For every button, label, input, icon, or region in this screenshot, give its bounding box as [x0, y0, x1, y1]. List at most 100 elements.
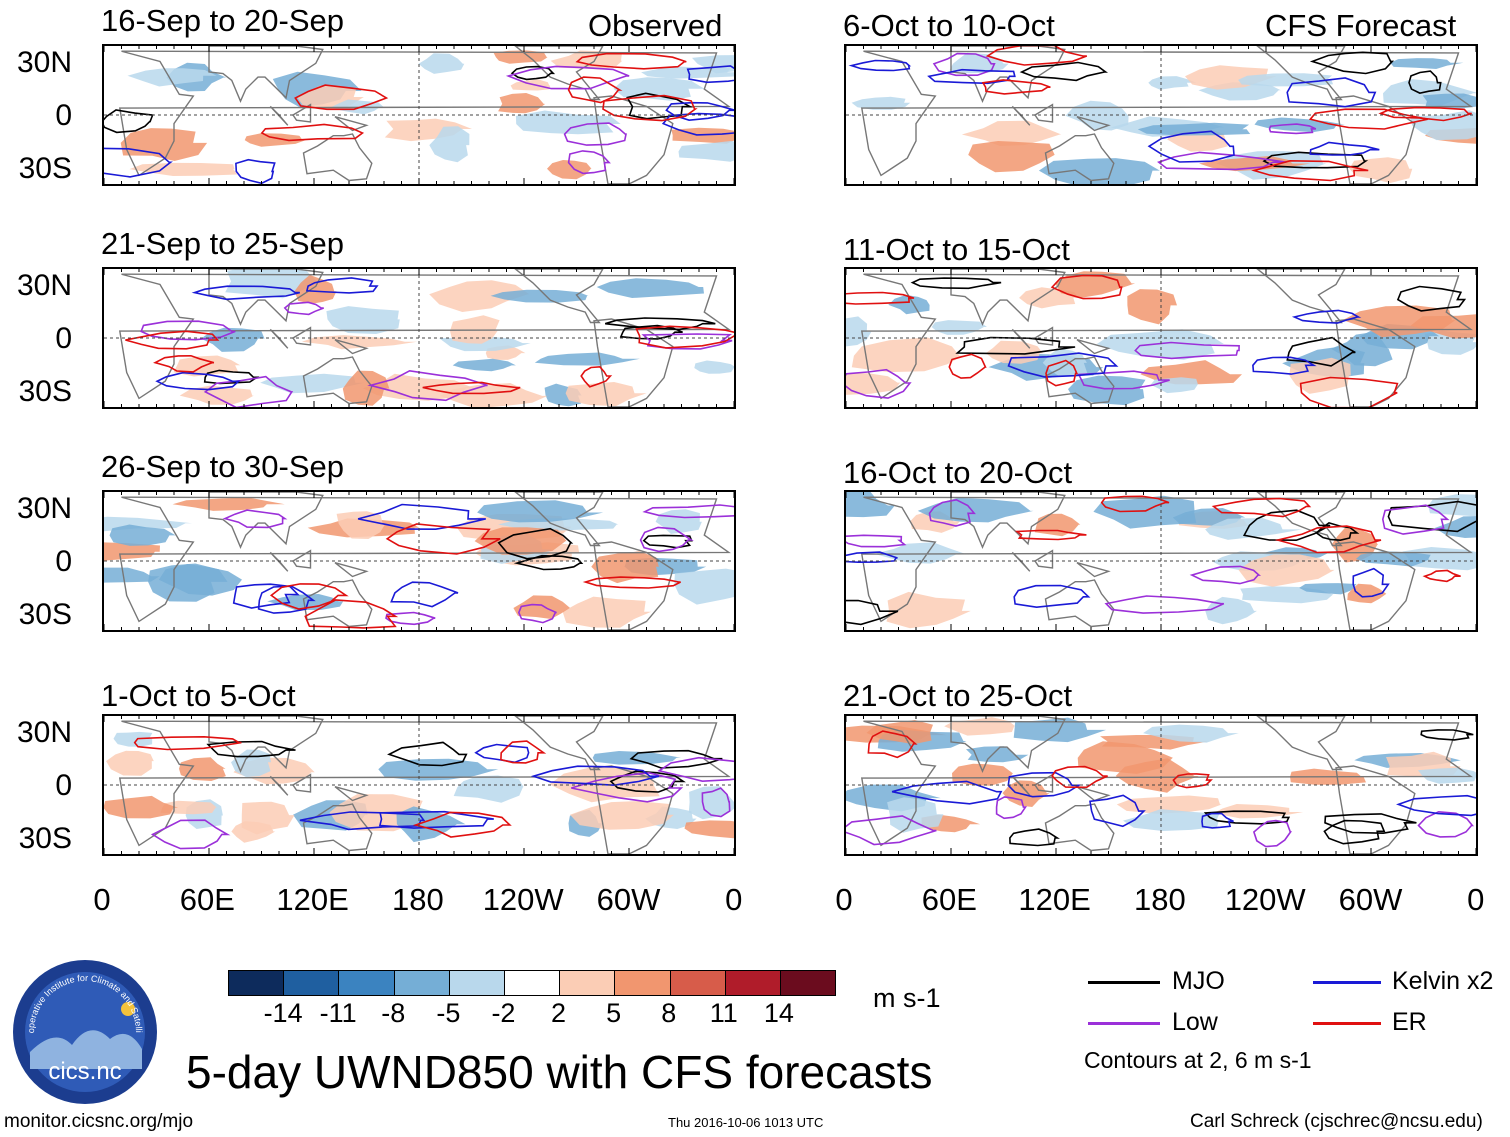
contour-line: [283, 301, 324, 316]
anomaly-shading: [966, 746, 1029, 763]
colorbar-swatch: [615, 971, 671, 995]
anomaly-shading: [846, 492, 895, 518]
legend-low-line: [1088, 1022, 1160, 1025]
colorbar-tick-label: -2: [491, 998, 516, 1028]
contour-line: [1291, 309, 1362, 324]
colorbar-swatch: [394, 971, 450, 995]
anomaly-shading: [851, 96, 911, 110]
contour-line: [357, 503, 486, 531]
forecast-header: CFS Forecast: [1265, 8, 1457, 43]
contour-line: [1089, 794, 1146, 828]
coastline: [302, 803, 373, 852]
lon-tick-label: 60W: [596, 882, 661, 917]
contour-line: [567, 150, 611, 175]
contour-line: [1014, 529, 1087, 541]
contour-line: [657, 756, 734, 783]
anomaly-shading: [1093, 495, 1197, 529]
anomaly-shading: [1096, 329, 1224, 360]
colorbar-tick-label: 14: [763, 998, 794, 1028]
anomaly-shading: [477, 500, 604, 523]
contour-line: [1045, 359, 1079, 387]
contour-line: [642, 504, 734, 519]
coastline: [1076, 786, 1111, 802]
contour-line: [635, 325, 734, 349]
lat-tick-label: 0: [55, 322, 72, 355]
coastline: [514, 46, 604, 101]
contour-line: [1268, 123, 1317, 135]
coastline: [593, 541, 674, 630]
anomaly-shading: [510, 79, 551, 91]
contour-line: [412, 811, 512, 838]
contour-line: [848, 59, 912, 72]
contour-line: [1286, 336, 1356, 367]
colorbar-tick-label: -11: [319, 998, 357, 1028]
anomaly-shading: [1137, 122, 1251, 136]
contour-line: [505, 65, 630, 90]
coastline: [1011, 551, 1031, 572]
contour-line: [1309, 141, 1380, 156]
anomaly-shading: [474, 527, 567, 555]
contour-line: [609, 770, 686, 793]
panel-title: 1-Oct to 5-Oct: [101, 678, 296, 713]
coastline: [1034, 549, 1054, 569]
anomaly-shading: [917, 497, 1034, 523]
anomaly-shading: [1390, 58, 1464, 69]
legend-er-line: [1313, 1022, 1381, 1025]
coastline: [950, 716, 1066, 773]
anomaly-shading: [674, 568, 734, 605]
colorbar-tick-label: 8: [661, 998, 677, 1028]
colorbar-tick-label: 11: [709, 998, 738, 1028]
contour-line: [1422, 569, 1461, 583]
anomaly-shading: [874, 542, 966, 564]
contour-line: [104, 147, 173, 178]
lat-tick-label: 0: [55, 769, 72, 802]
anomaly-shading: [1077, 741, 1174, 774]
lon-tick-label: 60E: [179, 882, 235, 917]
anomaly-shading: [851, 337, 963, 373]
coastline: [1335, 541, 1416, 630]
contour-line: [1007, 771, 1082, 798]
coastline: [1044, 356, 1115, 405]
anomaly-shading: [490, 289, 589, 303]
anomaly-shading: [127, 68, 217, 87]
contour-line: [563, 122, 627, 146]
anomaly-shading: [968, 141, 1055, 173]
contour-line: [203, 375, 294, 407]
lat-tick-label: 30N: [16, 492, 72, 525]
coastline: [1076, 339, 1111, 355]
contour-line: [1251, 159, 1369, 182]
contour-line: [995, 796, 1028, 820]
panel-title: 6-Oct to 10-Oct: [843, 8, 1055, 43]
contour-line: [932, 52, 996, 77]
contour-line: [1387, 500, 1476, 533]
contour-line: [1100, 495, 1170, 513]
contour-line: [948, 353, 987, 379]
coastline: [1335, 765, 1416, 854]
map-panel: [844, 490, 1478, 632]
coastline: [514, 716, 604, 771]
contour-line: [1211, 497, 1312, 518]
coastline: [950, 492, 1066, 549]
observed-header: Observed: [588, 8, 723, 43]
contour-line: [846, 534, 907, 548]
map-panel: [102, 714, 736, 856]
lat-tick-label: 30N: [16, 269, 72, 302]
anomaly-shading: [887, 797, 944, 833]
map-panel: [102, 44, 736, 186]
coastline: [1034, 773, 1054, 793]
contour-line: [1134, 341, 1240, 360]
contour-line: [1420, 729, 1474, 741]
colorbar-swatch: [339, 971, 395, 995]
contour-line: [385, 611, 436, 626]
anomaly-shading: [1355, 551, 1431, 567]
footer-timestamp: Thu 2016-10-06 1013 UTC: [668, 1115, 824, 1130]
anomaly-shading: [1002, 780, 1050, 807]
contour-line: [580, 365, 613, 388]
anomaly-shading: [418, 53, 465, 74]
anomaly-shading: [961, 120, 1062, 146]
map-panel: [844, 44, 1478, 186]
coastline: [292, 326, 312, 346]
lon-tick-label: 0: [1467, 882, 1485, 917]
lon-tick-label: 60W: [1338, 882, 1403, 917]
contour-line: [232, 583, 300, 609]
